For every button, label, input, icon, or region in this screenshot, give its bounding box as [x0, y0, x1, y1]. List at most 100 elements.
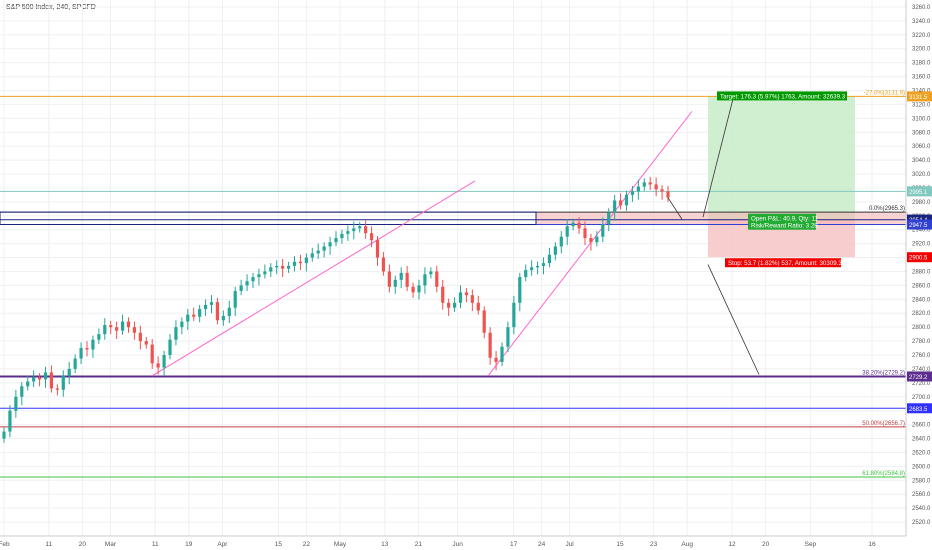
candle-body — [405, 272, 409, 287]
candle-body — [352, 228, 356, 232]
candle-body — [8, 410, 12, 432]
x-tick-label: 15 — [616, 541, 624, 548]
candle-body — [577, 222, 581, 229]
candle-body — [257, 274, 261, 278]
candle-body — [144, 341, 148, 345]
x-tick-label: Jul — [565, 541, 574, 548]
trend-line-1 — [151, 180, 476, 377]
candle-body — [482, 310, 486, 333]
candle-body — [215, 302, 220, 321]
candle-body — [506, 327, 510, 347]
candle-body — [79, 348, 83, 359]
candle-body — [61, 375, 65, 390]
fib-label: 61.80%(2584.8) — [862, 471, 905, 477]
candle-body — [203, 304, 208, 310]
candle-body — [583, 228, 587, 239]
candle-body — [458, 292, 463, 303]
candle-body — [393, 279, 397, 287]
candle-body — [292, 261, 297, 266]
candle-body — [298, 261, 303, 264]
y-tick-label: 2760.0 — [912, 353, 931, 359]
target-zone — [708, 96, 855, 220]
x-tick-label: Aug — [681, 541, 693, 548]
candle-body — [328, 242, 332, 247]
y-tick-label: 2860.0 — [912, 283, 931, 289]
y-tick-label: 2560.0 — [912, 492, 931, 498]
candle-body — [358, 226, 362, 229]
y-tick-label: 2920.0 — [912, 242, 931, 248]
y-tick-label: 3060.0 — [912, 144, 931, 150]
candle-body — [624, 194, 629, 206]
y-tick-label: 2640.0 — [912, 437, 931, 443]
candle-body — [251, 277, 255, 282]
candle-body — [547, 254, 552, 264]
candle-body — [162, 355, 166, 368]
price-badge: 3131.5 — [909, 95, 928, 101]
x-tick-label: 12 — [728, 541, 736, 548]
price-badge-bg — [907, 91, 932, 102]
candle-body — [73, 358, 77, 369]
candle-body — [192, 314, 196, 317]
candle-body — [364, 226, 368, 234]
x-tick-label: Sep — [805, 541, 817, 548]
candle-body — [387, 271, 391, 287]
fib-label: 38.20%(2729.2) — [862, 370, 905, 376]
stop-label-bg — [725, 258, 841, 268]
candle-body — [263, 271, 267, 275]
y-tick-label: 2600.0 — [912, 464, 931, 470]
candle-body — [369, 233, 374, 241]
candle-body — [67, 368, 71, 376]
candle-body — [186, 314, 190, 322]
candle-body — [381, 257, 386, 272]
candle-body — [559, 236, 563, 247]
candle-body — [589, 238, 593, 243]
candle-body — [618, 200, 623, 206]
candle-body — [452, 302, 457, 308]
candle-body — [316, 250, 320, 254]
candle-body — [595, 236, 599, 243]
symbol-title: S&P 500 Index, 240, SPCFD — [6, 4, 96, 11]
projection-arrow — [707, 264, 760, 375]
y-tick-label: 3040.0 — [912, 158, 931, 164]
candle-body — [49, 372, 54, 389]
candle-body — [120, 321, 125, 331]
stop-label: Stop: 53.7 (1.82%) 537, Amount: 30309.3 — [728, 260, 842, 267]
candle-body — [221, 316, 225, 321]
x-tick-label: 17 — [510, 541, 518, 548]
candle-body — [233, 290, 237, 308]
candle-body — [156, 363, 160, 368]
x-tick-label: 19 — [185, 541, 193, 548]
price-badge-bg — [907, 371, 932, 382]
candle-body — [607, 212, 611, 225]
candle-body — [14, 396, 18, 411]
candle-body — [334, 238, 338, 243]
candle-body — [601, 224, 605, 237]
x-tick-label: Feb — [0, 541, 10, 548]
price-badge-bg — [907, 219, 932, 230]
pnl-label: Open P&L: 40.9, Qty: 11 — [751, 216, 819, 223]
y-tick-label: 2660.0 — [912, 423, 931, 429]
candle-body — [571, 222, 575, 227]
candle-body — [174, 327, 178, 340]
candle-body — [565, 226, 569, 237]
candle-body — [553, 246, 557, 255]
candle-body — [654, 184, 658, 190]
candle-body — [518, 277, 522, 303]
y-tick-label: 2740.0 — [912, 367, 931, 373]
fib-label: -27.0%(3131.9) — [864, 90, 905, 96]
candle-body — [441, 286, 445, 303]
resistance-zone — [536, 212, 908, 225]
y-tick-label: 2980.0 — [912, 200, 931, 206]
candle-body — [43, 372, 48, 380]
candle-body — [227, 307, 231, 317]
candle-body — [275, 265, 279, 268]
price-badge-bg — [907, 186, 932, 197]
pnl-label-bg — [748, 213, 816, 230]
candle-body — [91, 339, 95, 350]
candle-body — [55, 388, 59, 390]
price-badge: 2947.5 — [909, 223, 928, 229]
y-tick-label: 2540.0 — [912, 506, 931, 512]
candle-body — [630, 191, 635, 195]
